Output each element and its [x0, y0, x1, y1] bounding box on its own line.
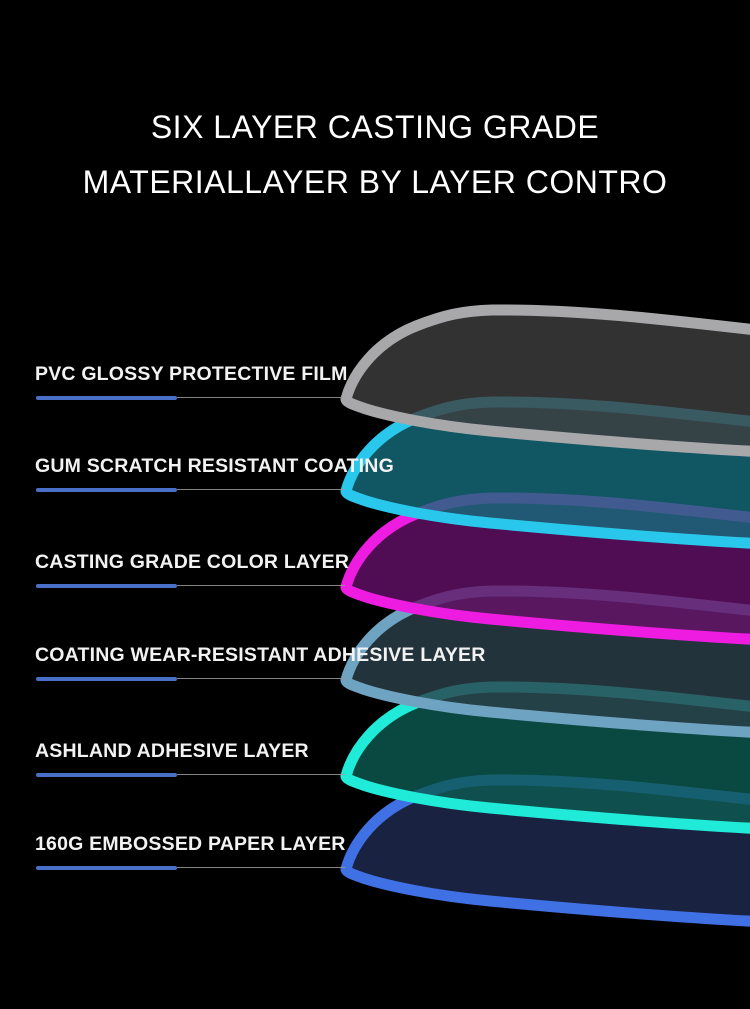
accent-bar [36, 866, 177, 870]
accent-bar [36, 677, 177, 681]
layer-label: GUM SCRATCH RESISTANT COATING [35, 455, 394, 477]
label-underline [35, 773, 355, 777]
label-underline [35, 396, 355, 400]
label-underline [35, 584, 355, 588]
label-row-ashland-adhesive: ASHLAND ADHESIVE LAYER [35, 740, 355, 777]
connector-line [177, 489, 345, 490]
label-underline [35, 677, 355, 681]
label-underline [35, 866, 355, 870]
accent-bar [36, 584, 177, 588]
layer-label: COATING WEAR-RESISTANT ADHESIVE LAYER [35, 644, 486, 666]
label-row-embossed-paper: 160G EMBOSSED PAPER LAYER [35, 833, 355, 870]
connector-line [177, 585, 345, 586]
label-row-wear-resistant: COATING WEAR-RESISTANT ADHESIVE LAYER [35, 644, 486, 681]
connector-line [177, 774, 345, 775]
page-title-line2: MATERIALLAYER BY LAYER CONTRO [82, 164, 668, 200]
label-row-protective-film: PVC GLOSSY PROTECTIVE FILM [35, 363, 355, 400]
label-row-color-layer: CASTING GRADE COLOR LAYER [35, 551, 355, 588]
connector-line [177, 397, 345, 398]
accent-bar [36, 488, 177, 492]
layer-label: ASHLAND ADHESIVE LAYER [35, 740, 309, 762]
page-title-line1: SIX LAYER CASTING GRADE [150, 109, 600, 145]
layer-label: 160G EMBOSSED PAPER LAYER [35, 833, 346, 855]
label-underline [35, 488, 355, 492]
accent-bar [36, 396, 177, 400]
connector-line [177, 867, 345, 868]
layer-label: PVC GLOSSY PROTECTIVE FILM [35, 363, 348, 385]
connector-line [177, 678, 345, 679]
page-title: SIX LAYER CASTING GRADE MATERIALLAYER BY… [0, 100, 750, 210]
layer-sheet-protective-film [340, 304, 750, 457]
layer-label: CASTING GRADE COLOR LAYER [35, 551, 350, 573]
label-row-scratch-coating: GUM SCRATCH RESISTANT COATING [35, 455, 394, 492]
accent-bar [36, 773, 177, 777]
